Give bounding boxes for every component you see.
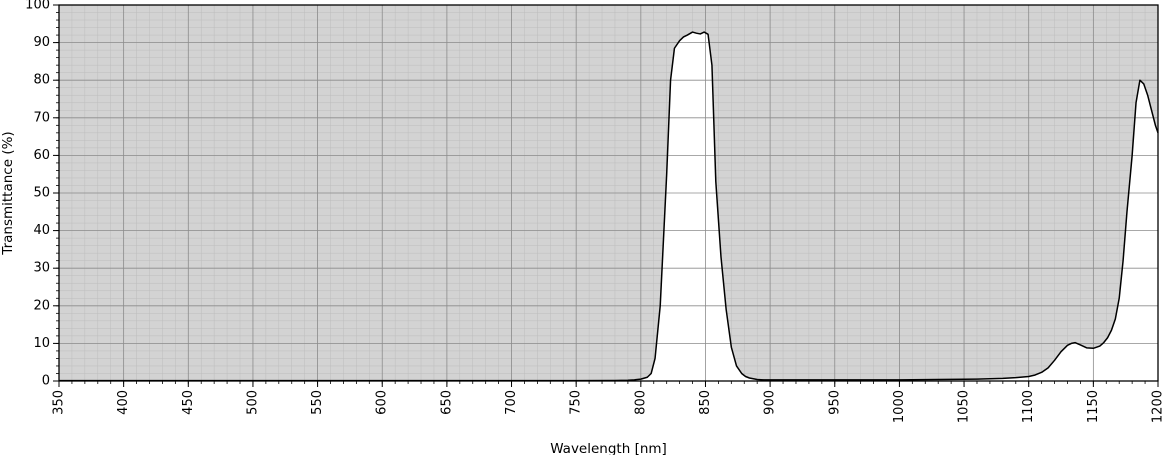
x-tick-label: 750: [569, 390, 584, 415]
y-tick-label: 100: [25, 0, 50, 13]
x-tick-label: 1050: [957, 390, 972, 423]
x-tick-label: 650: [439, 390, 454, 415]
y-axis-ticks: 0 10 20 30 40 50 60 70 80 90 100: [25, 0, 59, 389]
y-axis-title: Transmittance (%): [0, 131, 16, 255]
x-tick-label: 1100: [1021, 390, 1036, 423]
y-tick-label: 10: [33, 336, 50, 351]
y-tick-label: 30: [33, 261, 50, 276]
x-tick-label: 1150: [1086, 390, 1101, 423]
x-tick-label: 700: [504, 390, 519, 415]
y-tick-label: 70: [33, 110, 50, 125]
x-tick-label: 900: [763, 390, 778, 415]
y-tick-label: 0: [42, 374, 50, 389]
y-tick-label: 80: [33, 73, 50, 88]
x-tick-label: 950: [827, 390, 842, 415]
y-tick-label: 90: [33, 35, 50, 50]
x-axis-ticks: 350 400 450 500 550 600 650 700 750 800 850 900 950 1…: [52, 381, 1165, 423]
x-tick-label: 400: [116, 390, 131, 415]
x-tick-label: 550: [310, 390, 325, 415]
x-tick-label: 850: [698, 390, 713, 415]
x-axis-title: Wavelength [nm]: [550, 441, 667, 455]
y-tick-label: 40: [33, 223, 50, 238]
y-tick-label: 60: [33, 148, 50, 163]
x-tick-label: 450: [181, 390, 196, 415]
y-tick-label: 20: [33, 298, 50, 313]
x-tick-label: 350: [52, 390, 67, 415]
y-tick-label: 50: [33, 186, 50, 201]
x-tick-label: 800: [633, 390, 648, 415]
x-tick-label: 1200: [1151, 390, 1165, 423]
x-tick-label: 600: [375, 390, 390, 415]
x-tick-label: 1000: [892, 390, 907, 423]
transmittance-line: [59, 31, 1159, 382]
x-tick-label: 500: [245, 390, 260, 415]
